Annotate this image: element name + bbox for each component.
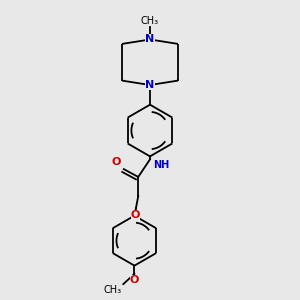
Text: N: N: [146, 80, 154, 90]
Text: O: O: [130, 210, 140, 220]
Text: N: N: [146, 34, 154, 44]
Text: NH: NH: [154, 160, 170, 170]
Text: O: O: [130, 275, 139, 285]
Text: O: O: [111, 157, 121, 167]
Text: CH₃: CH₃: [104, 285, 122, 295]
Text: CH₃: CH₃: [141, 16, 159, 26]
